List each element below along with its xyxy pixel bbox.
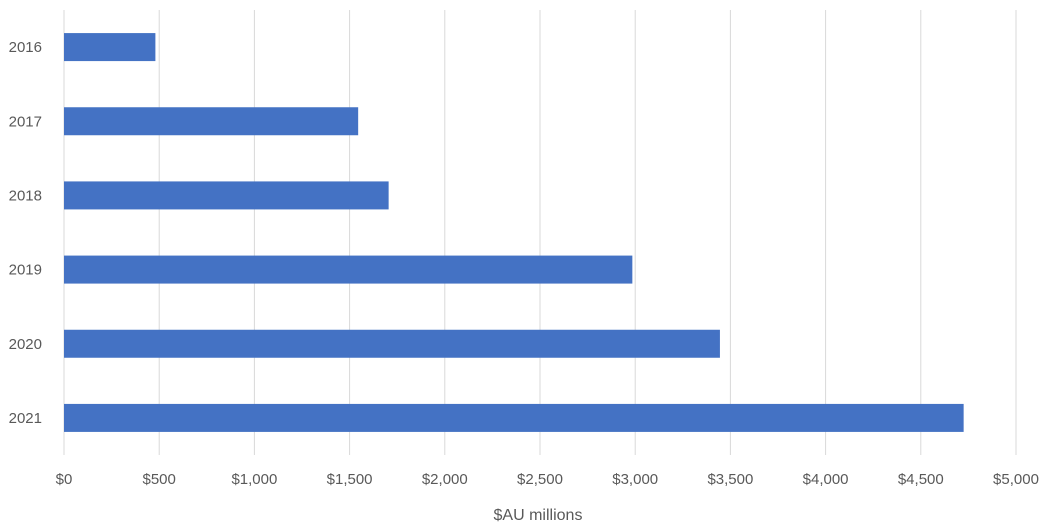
category-label: 2021 [9, 410, 42, 427]
category-label: 2019 [9, 262, 42, 279]
x-tick-label: $500 [143, 471, 176, 488]
category-label: 2018 [9, 187, 42, 204]
x-tick-label: $5,000 [993, 471, 1039, 488]
x-tick-label: $1,000 [231, 471, 277, 488]
x-axis-title: $AU millions [494, 507, 583, 524]
x-tick-label: $3,500 [707, 471, 753, 488]
bar-2019 [64, 255, 633, 284]
x-tick-label: $2,000 [422, 471, 468, 488]
category-label: 2016 [9, 39, 42, 56]
category-label: 2020 [9, 336, 42, 353]
x-tick-labels: $0 $500 $1,000 $1,500 $2,000 $2,500 $3,000 $3,5… [56, 471, 1039, 488]
bars [64, 33, 964, 432]
category-label: 2017 [9, 113, 42, 130]
x-tick-label: $0 [56, 471, 73, 488]
bar-2016 [64, 33, 156, 62]
x-tick-label: $1,500 [327, 471, 373, 488]
category-labels: 2016 2017 2018 2019 2020 2021 [9, 39, 42, 427]
x-tick-label: $4,000 [803, 471, 849, 488]
x-tick-label: $3,000 [612, 471, 658, 488]
x-tick-label: $4,500 [898, 471, 944, 488]
bar-2021 [64, 403, 964, 432]
gridlines [63, 10, 1017, 455]
bar-2018 [64, 181, 389, 210]
bar-2017 [64, 107, 359, 136]
bar-2020 [64, 329, 720, 358]
x-tick-label: $2,500 [517, 471, 563, 488]
